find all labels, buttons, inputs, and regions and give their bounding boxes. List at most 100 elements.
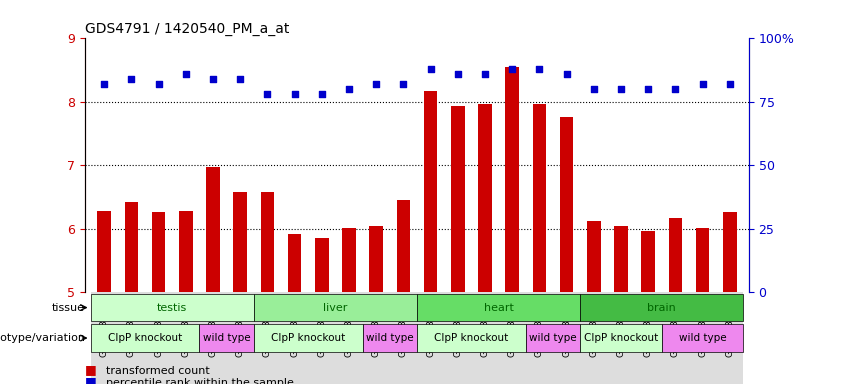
Bar (226, 292, 254, 384)
Bar (335, 292, 363, 384)
Bar (526, 292, 553, 384)
Point (315, 91, 328, 97)
Bar (635, 292, 662, 384)
FancyBboxPatch shape (90, 324, 199, 352)
Bar (281, 292, 308, 384)
Point (288, 91, 301, 97)
Bar (117, 292, 145, 384)
Point (723, 81, 737, 87)
Text: brain: brain (648, 303, 677, 313)
Point (642, 86, 655, 92)
FancyBboxPatch shape (662, 324, 744, 352)
Text: ■: ■ (85, 375, 97, 384)
Bar (417, 292, 444, 384)
Point (151, 81, 165, 87)
FancyBboxPatch shape (199, 324, 254, 352)
Bar (689, 292, 717, 384)
Text: testis: testis (157, 303, 187, 313)
Point (669, 86, 683, 92)
Bar (444, 292, 471, 384)
FancyBboxPatch shape (254, 324, 363, 352)
Bar (390, 292, 417, 384)
Bar (363, 292, 390, 384)
Point (505, 66, 519, 72)
FancyBboxPatch shape (254, 294, 417, 321)
Bar (342, 228, 356, 292)
FancyBboxPatch shape (417, 324, 526, 352)
Point (451, 71, 465, 77)
Bar (315, 238, 328, 292)
Point (614, 86, 628, 92)
Bar (260, 192, 274, 292)
Bar (553, 292, 580, 384)
Text: wild type: wild type (203, 333, 250, 343)
Bar (97, 211, 111, 292)
Text: ■: ■ (85, 363, 97, 376)
FancyBboxPatch shape (526, 324, 580, 352)
Point (587, 86, 601, 92)
Bar (560, 117, 574, 292)
Bar (642, 231, 655, 292)
Point (397, 81, 410, 87)
Bar (478, 104, 492, 292)
Point (533, 66, 546, 72)
Bar (206, 167, 220, 292)
Point (260, 91, 274, 97)
Point (424, 66, 437, 72)
Point (560, 71, 574, 77)
Bar (288, 234, 301, 292)
Text: ClpP knockout: ClpP knockout (434, 333, 509, 343)
Bar (233, 192, 247, 292)
Bar (608, 292, 635, 384)
Bar (451, 106, 465, 292)
FancyBboxPatch shape (417, 294, 580, 321)
Bar (254, 292, 281, 384)
Text: genotype/variation: genotype/variation (0, 333, 85, 343)
Text: wild type: wild type (366, 333, 414, 343)
Point (124, 76, 138, 82)
Bar (587, 220, 601, 292)
Point (97, 81, 111, 87)
Bar (397, 200, 410, 292)
Point (179, 71, 192, 77)
Bar (505, 67, 519, 292)
Bar (172, 292, 199, 384)
Bar (669, 218, 683, 292)
Text: transformed count: transformed count (106, 366, 210, 376)
Point (369, 81, 383, 87)
Bar (533, 104, 546, 292)
FancyBboxPatch shape (363, 324, 417, 352)
FancyBboxPatch shape (90, 294, 254, 321)
Text: percentile rank within the sample: percentile rank within the sample (106, 378, 294, 384)
FancyBboxPatch shape (580, 294, 744, 321)
Text: ClpP knockout: ClpP knockout (271, 333, 346, 343)
Bar (424, 91, 437, 292)
Text: GDS4791 / 1420540_PM_a_at: GDS4791 / 1420540_PM_a_at (85, 22, 289, 36)
Bar (696, 228, 710, 292)
Bar (471, 292, 499, 384)
Point (342, 86, 356, 92)
Bar (145, 292, 172, 384)
Bar (614, 226, 628, 292)
Bar (369, 226, 383, 292)
Point (206, 76, 220, 82)
Bar (90, 292, 117, 384)
Point (233, 76, 247, 82)
Bar (662, 292, 689, 384)
Text: wild type: wild type (679, 333, 727, 343)
Bar (151, 212, 165, 292)
Bar (723, 212, 737, 292)
Text: heart: heart (483, 303, 513, 313)
Bar (499, 292, 526, 384)
FancyBboxPatch shape (580, 324, 662, 352)
Text: tissue: tissue (52, 303, 85, 313)
Text: liver: liver (323, 303, 347, 313)
Bar (308, 292, 335, 384)
Bar (179, 211, 192, 292)
Text: ClpP knockout: ClpP knockout (584, 333, 658, 343)
Text: wild type: wild type (529, 333, 577, 343)
Bar (124, 202, 138, 292)
Bar (199, 292, 226, 384)
Bar (580, 292, 608, 384)
Point (478, 71, 492, 77)
